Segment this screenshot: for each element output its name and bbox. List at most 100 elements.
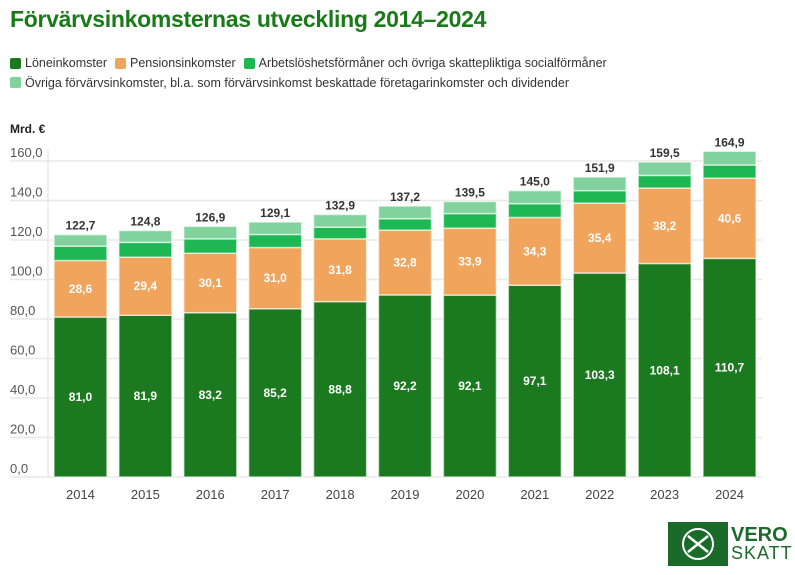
legend: Löneinkomster Pensionsinkomster Arbetslösh…: [10, 54, 790, 93]
total-label: 145,0: [520, 175, 550, 189]
total-label: 132,9: [325, 199, 355, 213]
total-label: 139,5: [455, 185, 485, 199]
bar-segment: [183, 311, 238, 478]
y-tick-label: 100,0: [10, 264, 43, 279]
bar-segment: [377, 217, 433, 231]
bar-segment: [442, 227, 498, 296]
x-tick-label: 2017: [261, 487, 290, 502]
bar-segment: [312, 238, 368, 303]
bar-segment: [637, 174, 692, 189]
data-label: 97,1: [523, 374, 547, 388]
bar-segment: [118, 256, 173, 316]
y-tick-label: 160,0: [10, 145, 43, 160]
bar-segment: [702, 164, 757, 179]
legend-swatch: [10, 57, 21, 69]
data-label: 28,6: [69, 282, 93, 296]
total-label: 151,9: [585, 161, 615, 175]
data-label: 85,2: [264, 386, 288, 400]
legend-item: Löneinkomster: [10, 54, 107, 72]
bar-segment: [702, 150, 757, 166]
bar-segment: [442, 294, 498, 478]
x-tick-label: 2019: [391, 487, 420, 502]
data-label: 110,7: [715, 361, 745, 375]
bar-segment: [312, 226, 368, 240]
data-label: 31,8: [328, 263, 352, 277]
bar-segment: [53, 233, 108, 247]
total-label: 137,2: [390, 190, 420, 204]
vero-logo: VERO SKATT: [668, 522, 793, 566]
data-label: 81,0: [69, 390, 93, 404]
bar-segment: [118, 229, 173, 244]
y-tick-label: 20,0: [10, 422, 35, 437]
bar-segment: [507, 284, 563, 478]
bar-segment: [377, 229, 433, 296]
legend-item: Övriga förvärvsinkomster, bl.a. som förv…: [10, 74, 569, 92]
total-label: 122,7: [65, 219, 95, 233]
bar-segment: [507, 202, 563, 219]
data-label: 92,1: [458, 379, 482, 393]
data-label: 30,1: [199, 276, 223, 290]
logo-text-vero: VERO: [731, 524, 788, 546]
bar-segment: [183, 252, 238, 314]
bar-segment: [53, 316, 108, 478]
data-label: 35,4: [588, 231, 612, 245]
x-tick-label: 2021: [520, 487, 549, 502]
legend-swatch: [10, 77, 21, 88]
bar-segment: [312, 213, 368, 228]
x-tick-label: 2016: [196, 487, 225, 502]
bar-segment: [637, 161, 692, 177]
data-label: 34,3: [523, 244, 547, 258]
x-tick-label: 2020: [455, 487, 484, 502]
x-tick-label: 2018: [326, 487, 355, 502]
total-label: 124,8: [130, 215, 160, 229]
legend-item: Pensionsinkomster: [115, 54, 236, 72]
logo-emblem-icon: [668, 522, 728, 566]
bar-segment: [247, 307, 303, 478]
bar-segment: [507, 216, 563, 286]
y-tick-label: 120,0: [10, 224, 43, 239]
x-tick-label: 2014: [66, 487, 95, 502]
bar-segment: [183, 225, 238, 240]
legend-label: Löneinkomster: [25, 56, 107, 70]
bar-segment: [572, 272, 627, 478]
bar-segment: [53, 245, 108, 262]
x-tick-label: 2015: [131, 487, 160, 502]
total-label: 129,1: [260, 206, 290, 220]
y-tick-label: 60,0: [10, 343, 35, 358]
data-label: 32,8: [393, 256, 417, 270]
bar-segment: [183, 238, 238, 254]
legend-swatch: [115, 57, 126, 69]
legend-label: Övriga förvärvsinkomster, bl.a. som förv…: [25, 75, 569, 90]
y-axis-unit: Mrd. €: [10, 122, 46, 136]
data-label: 40,6: [718, 211, 742, 225]
x-tick-label: 2024: [715, 487, 744, 502]
bar-segment: [377, 205, 433, 220]
x-tick-label: 2022: [585, 487, 614, 502]
data-label: 88,8: [328, 382, 352, 396]
bar-segment: [377, 294, 433, 478]
data-label: 108,1: [650, 363, 680, 377]
legend-item: Arbetslöshetsförmåner och övriga skattep…: [243, 54, 607, 72]
logo-text-skatt: SKATT: [731, 543, 793, 563]
bar-segment: [702, 177, 757, 260]
y-tick-label: 0,0: [10, 461, 28, 476]
y-tick-label: 80,0: [10, 303, 35, 318]
bar-segment: [247, 221, 303, 236]
bar-segment: [702, 257, 757, 478]
chart-title: Förvärvsinkomsternas utveckling 2014–202…: [10, 6, 487, 32]
bar-segment: [507, 189, 563, 205]
bar-segment: [442, 200, 498, 215]
total-label: 126,9: [195, 210, 225, 224]
legend-label: Pensionsinkomster: [130, 56, 236, 70]
bar-segment: [118, 314, 173, 478]
data-label: 31,0: [264, 271, 288, 285]
x-tick-label: 2023: [650, 487, 679, 502]
data-label: 81,9: [134, 389, 158, 403]
bar-segment: [312, 300, 368, 478]
data-label: 92,2: [393, 379, 417, 393]
data-label: 83,2: [199, 388, 223, 402]
bar-segment: [247, 246, 303, 310]
data-label: 29,4: [134, 279, 158, 293]
y-tick-label: 40,0: [10, 382, 35, 397]
